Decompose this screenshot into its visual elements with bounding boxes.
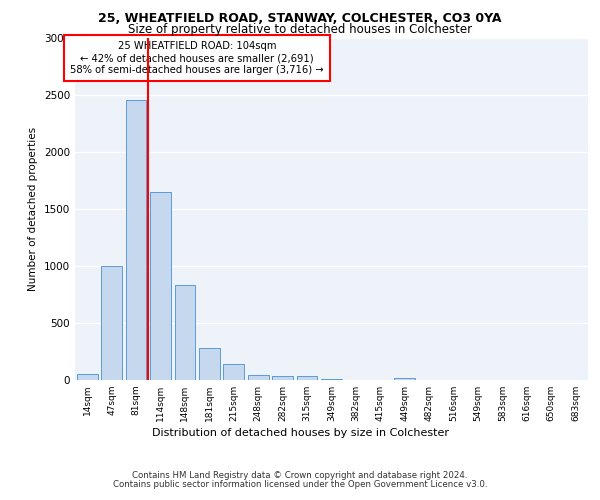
Text: 25 WHEATFIELD ROAD: 104sqm
← 42% of detached houses are smaller (2,691)
58% of s: 25 WHEATFIELD ROAD: 104sqm ← 42% of deta… xyxy=(70,42,324,74)
Bar xyxy=(199,348,220,380)
Y-axis label: Number of detached properties: Number of detached properties xyxy=(28,126,38,291)
Bar xyxy=(77,374,98,380)
Bar xyxy=(248,375,269,380)
Bar xyxy=(296,376,317,380)
Text: Contains public sector information licensed under the Open Government Licence v3: Contains public sector information licen… xyxy=(113,480,487,489)
Text: 25, WHEATFIELD ROAD, STANWAY, COLCHESTER, CO3 0YA: 25, WHEATFIELD ROAD, STANWAY, COLCHESTER… xyxy=(98,12,502,26)
Text: Distribution of detached houses by size in Colchester: Distribution of detached houses by size … xyxy=(151,428,449,438)
Text: Contains HM Land Registry data © Crown copyright and database right 2024.: Contains HM Land Registry data © Crown c… xyxy=(132,471,468,480)
Bar xyxy=(150,192,171,380)
Bar xyxy=(223,364,244,380)
Text: Size of property relative to detached houses in Colchester: Size of property relative to detached ho… xyxy=(128,22,472,36)
Bar xyxy=(101,266,122,380)
Bar xyxy=(272,376,293,380)
Bar xyxy=(394,378,415,380)
Bar xyxy=(175,285,196,380)
Bar xyxy=(125,100,146,380)
